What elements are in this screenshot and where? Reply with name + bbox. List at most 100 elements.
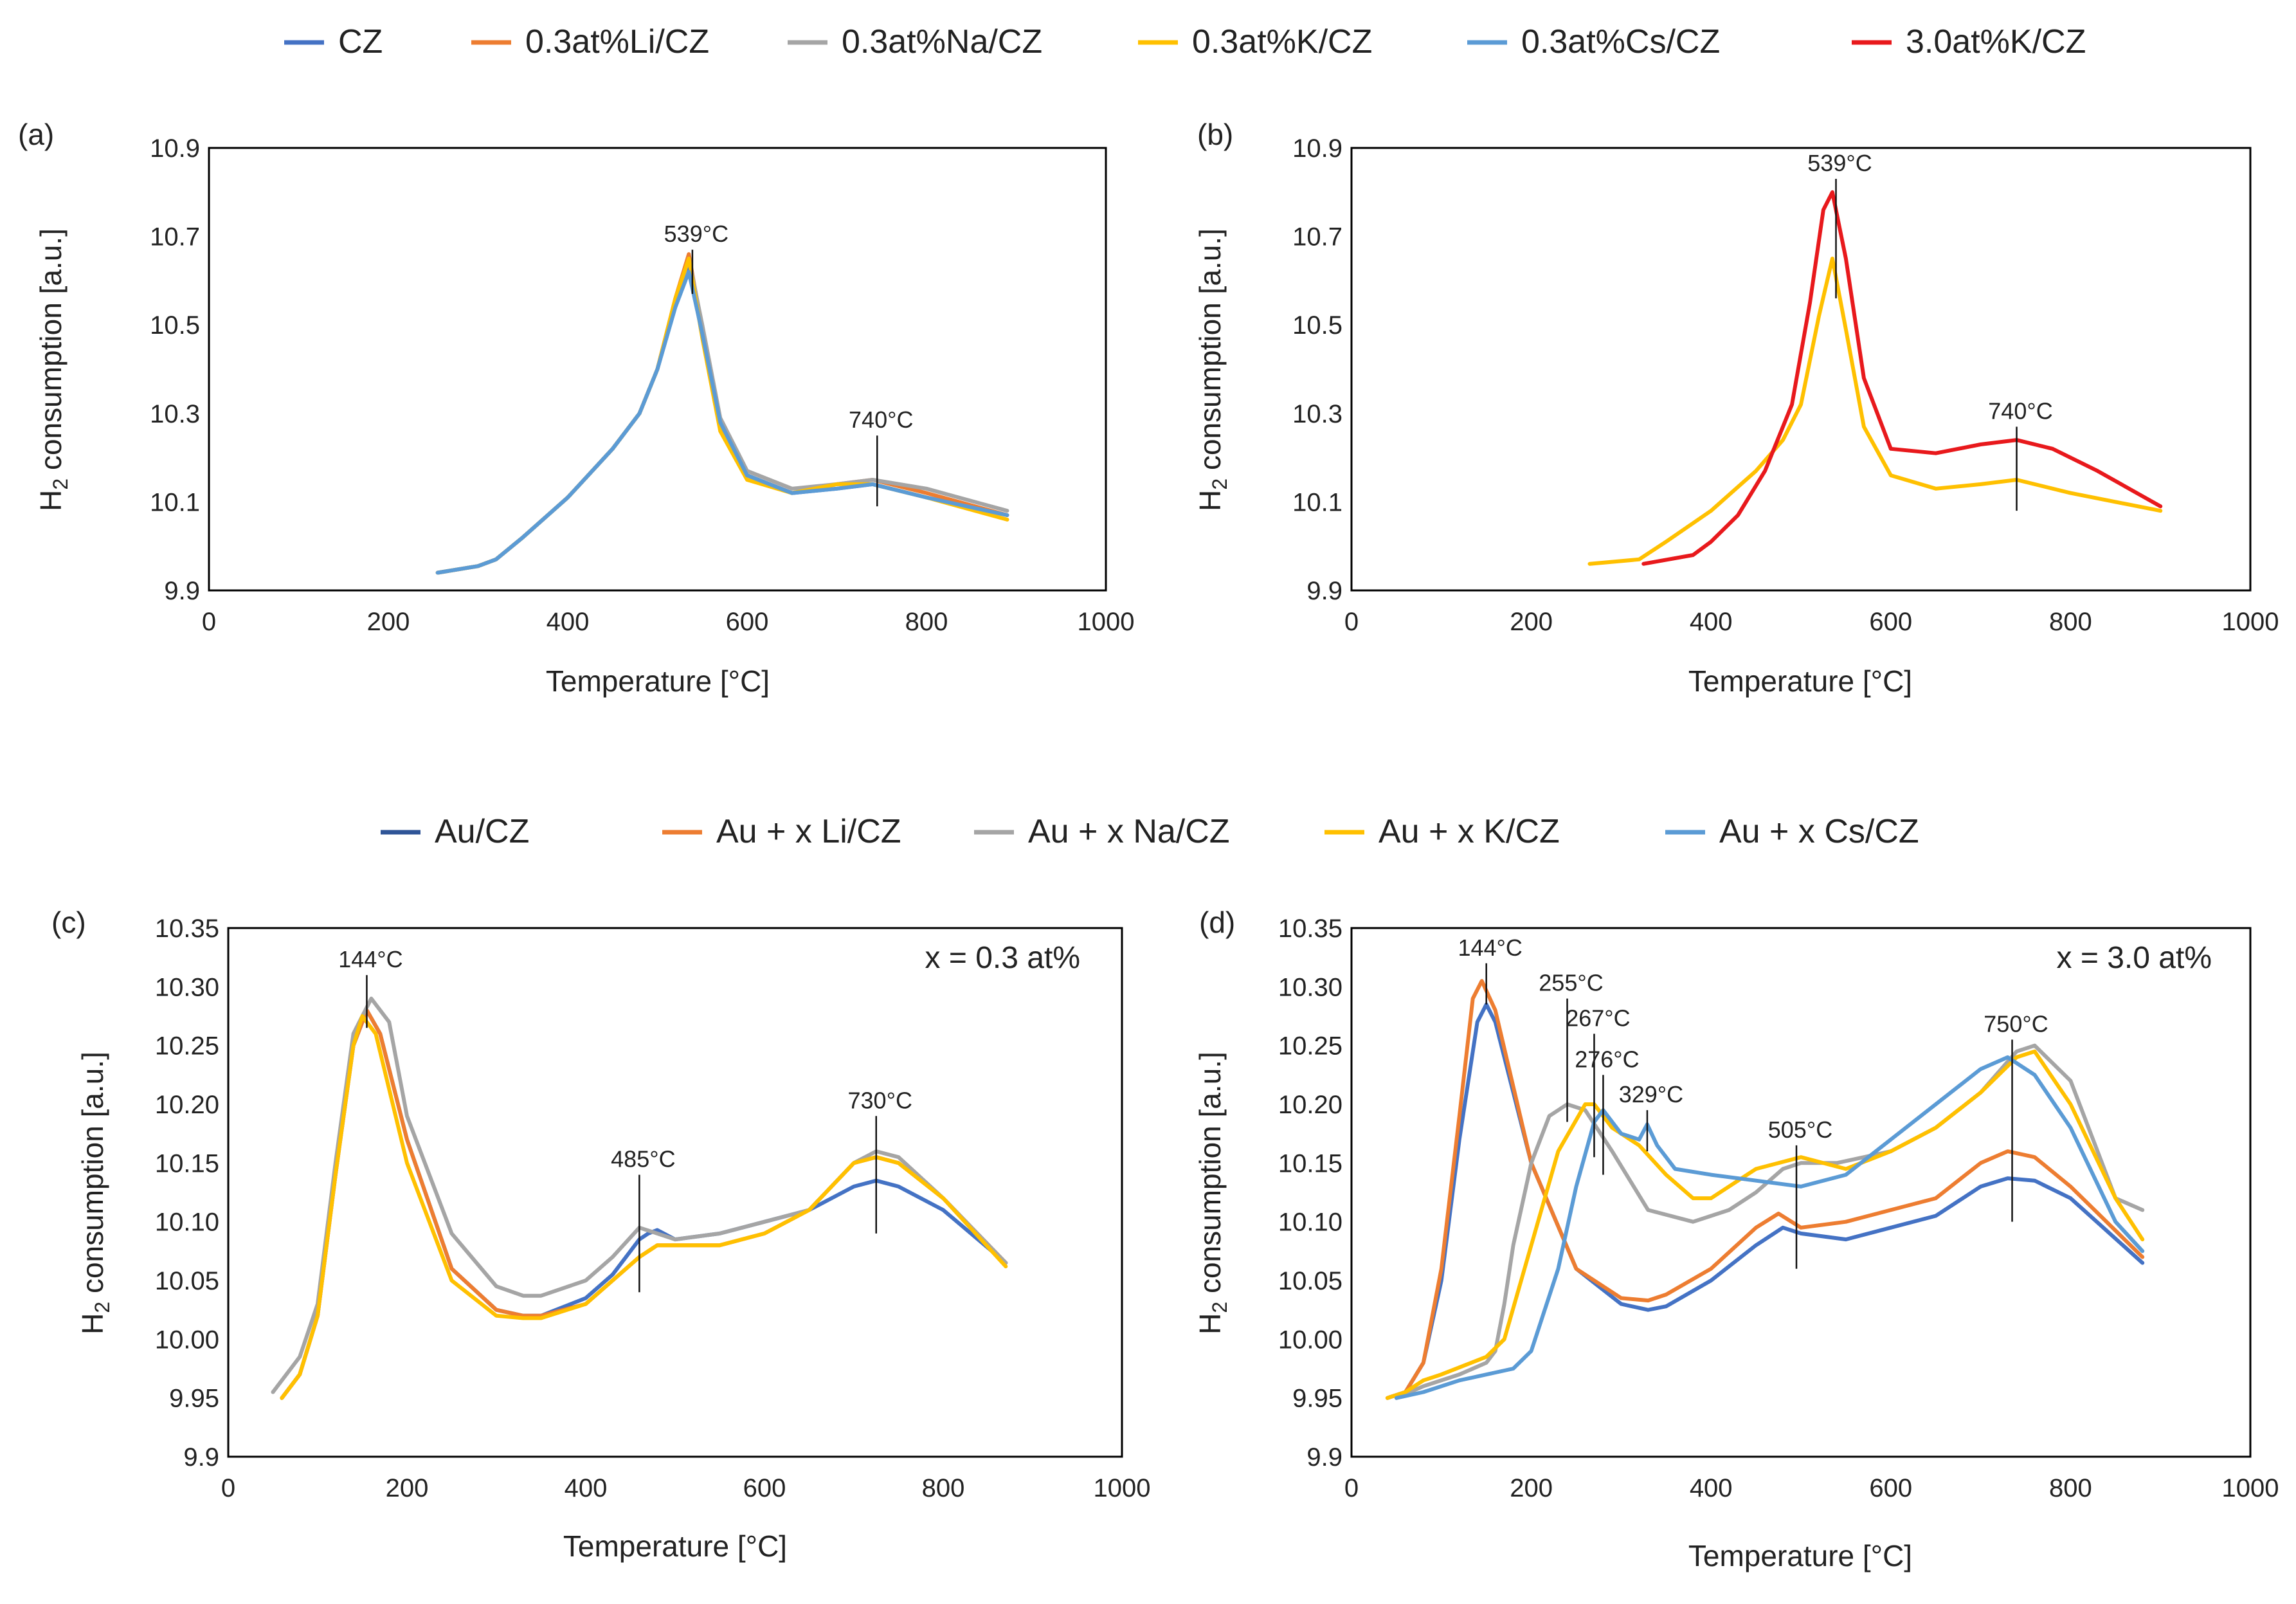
series-line: [1385, 1049, 2145, 1400]
series-line: [1394, 1055, 2145, 1400]
annotation-label: 740°C: [1988, 397, 2052, 424]
y-tick-label: 10.7: [150, 223, 200, 251]
panel-b: 0 200 400 600 800 1000 9.9 10.1 10.3 10.5 10.7 10.9…: [1193, 118, 2279, 698]
y-tick-label: 10.15: [155, 1149, 219, 1178]
y-tick-label: 10.35: [1278, 915, 1342, 943]
x-tick-label: 400: [1690, 1474, 1733, 1502]
x-tick-label: 600: [1869, 608, 1912, 636]
x-tick-label: 600: [743, 1474, 786, 1502]
series-line: [435, 257, 1009, 575]
x-tick-label: 600: [1869, 1474, 1912, 1502]
y-tick-label: 10.1: [150, 488, 200, 516]
series-line: [1385, 979, 2145, 1400]
legend-label: 0.3at%Na/CZ: [842, 23, 1042, 60]
y-tick-label: 10.3: [1292, 400, 1342, 428]
x-axis-title: Temperature [°C]: [546, 664, 770, 698]
y-tick-label: 10.30: [155, 973, 219, 1001]
y-tick-label: 9.9: [183, 1443, 219, 1472]
y-tick-label: 10.15: [1278, 1149, 1342, 1178]
x-tick-label: 1000: [1094, 1474, 1151, 1502]
annotation-label: 485°C: [611, 1146, 675, 1172]
y-tick-label: 10.5: [1292, 311, 1342, 340]
x-tick-label: 800: [2049, 1474, 2092, 1502]
y-tick-label: 10.30: [1278, 973, 1342, 1001]
x-tick-label: 800: [905, 608, 948, 636]
panel-note: x = 0.3 at%: [925, 941, 1080, 975]
legend-label: Au + x Cs/CZ: [1719, 813, 1919, 850]
panel-d: 0 200 400 600 800 1000 9.9 9.95 10.00 10.05 10.10 1…: [1193, 906, 2279, 1572]
x-tick-label: 200: [367, 608, 410, 636]
legend-label: 0.3at%K/CZ: [1192, 23, 1372, 60]
y-tick-label: 10.5: [150, 311, 200, 340]
x-tick-label: 800: [922, 1474, 965, 1502]
legend-label: Au + x K/CZ: [1379, 813, 1560, 850]
panel-label: (a): [18, 118, 54, 151]
y-tick-label: 10.20: [155, 1091, 219, 1119]
series-line: [1641, 190, 2163, 566]
y-tick-label: 10.05: [1278, 1267, 1342, 1295]
x-tick-label: 600: [726, 608, 769, 636]
series-line: [1587, 257, 2163, 566]
x-tick-label: 200: [386, 1474, 429, 1502]
y-tick-label: 10.9: [1292, 134, 1342, 163]
x-tick-label: 200: [1510, 1474, 1553, 1502]
annotation-label: 255°C: [1539, 970, 1603, 996]
x-tick-label: 800: [2049, 608, 2092, 636]
x-tick-label: 0: [202, 608, 216, 636]
series-line: [280, 1008, 1008, 1400]
y-axis-title: H2 consumption [a.u.]: [1193, 1052, 1231, 1335]
annotation-label: 329°C: [1619, 1081, 1683, 1107]
annotation-label: 539°C: [664, 221, 728, 247]
y-tick-label: 10.00: [155, 1326, 219, 1354]
series-line: [435, 260, 1009, 575]
legend-top: CZ 0.3at%Li/CZ 0.3at%Na/CZ 0.3at%K/CZ 0.3at%…: [284, 23, 2086, 60]
y-tick-label: 9.9: [1306, 577, 1342, 605]
y-tick-label: 10.10: [1278, 1208, 1342, 1237]
y-tick-label: 9.95: [1292, 1385, 1342, 1413]
y-axis-title: H2 consumption [a.u.]: [76, 1052, 114, 1335]
y-tick-label: 9.9: [1306, 1443, 1342, 1472]
legend-label: 0.3at%Cs/CZ: [1521, 23, 1720, 60]
y-tick-label: 10.3: [150, 400, 200, 428]
x-tick-label: 0: [221, 1474, 235, 1502]
y-tick-label: 10.1: [1292, 488, 1342, 516]
annotation-label: 750°C: [1984, 1011, 2048, 1037]
legend-label: CZ: [338, 23, 383, 60]
legend-bottom: Au/CZ Au + x Li/CZ Au + x Na/CZ Au + x K/CZ…: [381, 813, 1919, 850]
x-tick-label: 200: [1510, 608, 1553, 636]
y-tick-label: 9.95: [169, 1385, 219, 1413]
y-tick-label: 10.35: [155, 915, 219, 943]
series-line: [1385, 1002, 2145, 1400]
legend-label: Au/CZ: [435, 813, 529, 850]
x-axis-title: Temperature [°C]: [1688, 1539, 1912, 1572]
y-tick-label: 10.7: [1292, 223, 1342, 251]
plot-frame: [1350, 147, 2252, 592]
x-tick-label: 0: [1344, 1474, 1359, 1502]
panel-note: x = 3.0 at%: [2057, 941, 2212, 975]
series-line: [435, 252, 1009, 575]
x-axis-title: Temperature [°C]: [1688, 664, 1912, 698]
legend-label: Au + x Na/CZ: [1028, 813, 1230, 850]
panel-label: (b): [1197, 118, 1233, 151]
legend-label: 0.3at%Li/CZ: [525, 23, 709, 60]
y-tick-label: 10.9: [150, 134, 200, 163]
annotation-label: 144°C: [1458, 934, 1522, 961]
series-line: [435, 257, 1009, 575]
series-line: [1394, 1043, 2145, 1400]
x-tick-label: 400: [565, 1474, 608, 1502]
y-tick-label: 10.25: [155, 1032, 219, 1061]
plot-frame: [208, 147, 1107, 592]
y-tick-label: 10.00: [1278, 1326, 1342, 1354]
annotation-label: 276°C: [1575, 1046, 1639, 1072]
series-line: [435, 269, 1009, 575]
annotation-label: 539°C: [1807, 150, 1872, 176]
legend-label: Au + x Li/CZ: [716, 813, 901, 850]
x-axis-title: Temperature [°C]: [563, 1529, 787, 1563]
x-tick-label: 1000: [1078, 608, 1135, 636]
y-axis-title: H2 consumption [a.u.]: [1193, 228, 1231, 511]
y-tick-label: 10.10: [155, 1208, 219, 1237]
x-tick-label: 400: [547, 608, 590, 636]
y-tick-label: 9.9: [164, 577, 200, 605]
legend-label: 3.0at%K/CZ: [1906, 23, 2086, 60]
